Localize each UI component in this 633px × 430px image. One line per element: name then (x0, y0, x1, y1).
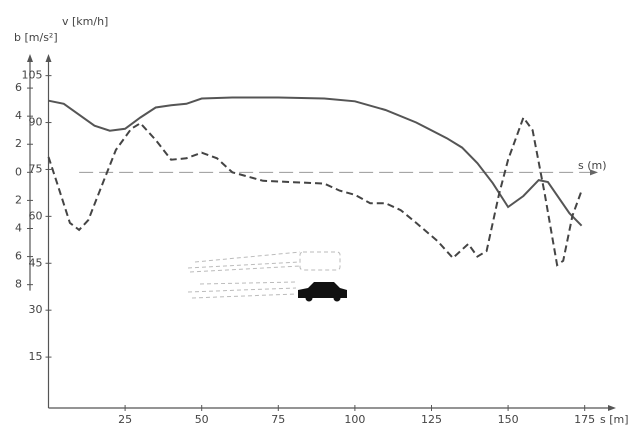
y-tick-label: 45 (29, 256, 43, 269)
x-tick-label: 25 (118, 413, 132, 426)
series-line (49, 98, 582, 226)
y-tick-label: 15 (29, 350, 43, 363)
y2-tick-label: 8 (15, 278, 22, 291)
y2-tick-label: 2 (15, 193, 22, 206)
y-axis-arrow (46, 54, 52, 62)
y2-axis-label: b [m/s²] (14, 31, 58, 44)
car-illustration (188, 252, 347, 302)
y2-tick-label: 4 (15, 109, 22, 122)
y-tick-label: 60 (29, 209, 43, 222)
x-tick-label: 100 (344, 413, 365, 426)
x-tick-label: 75 (271, 413, 285, 426)
x-tick-label: 150 (498, 413, 519, 426)
y2-tick-label: 2 (15, 137, 22, 150)
y-tick-label: 75 (29, 162, 43, 175)
y2-tick-label: 6 (15, 81, 22, 94)
chart: b [m/s²] v [km/h] s [m] s (m) 25 50 75 100 1… (0, 0, 633, 430)
y-tick-label: 90 (29, 116, 43, 129)
y-axis-label: v [km/h] (62, 15, 108, 28)
y-tick-label: 30 (29, 303, 43, 316)
x-axis-label: s [m] (600, 413, 629, 426)
y2-tick-label: 6 (15, 250, 22, 263)
y2-axis-arrow (27, 54, 33, 62)
y2-tick-label: 0 (15, 165, 22, 178)
x-tick-label: 50 (195, 413, 209, 426)
x-tick-label: 125 (421, 413, 442, 426)
zero-line-label: s (m) (578, 159, 607, 172)
y-tick-label: 105 (22, 69, 43, 82)
x-tick-label: 175 (574, 413, 595, 426)
series-line (49, 118, 582, 265)
x-axis-arrow (608, 405, 616, 411)
y2-tick-label: 4 (15, 221, 22, 234)
